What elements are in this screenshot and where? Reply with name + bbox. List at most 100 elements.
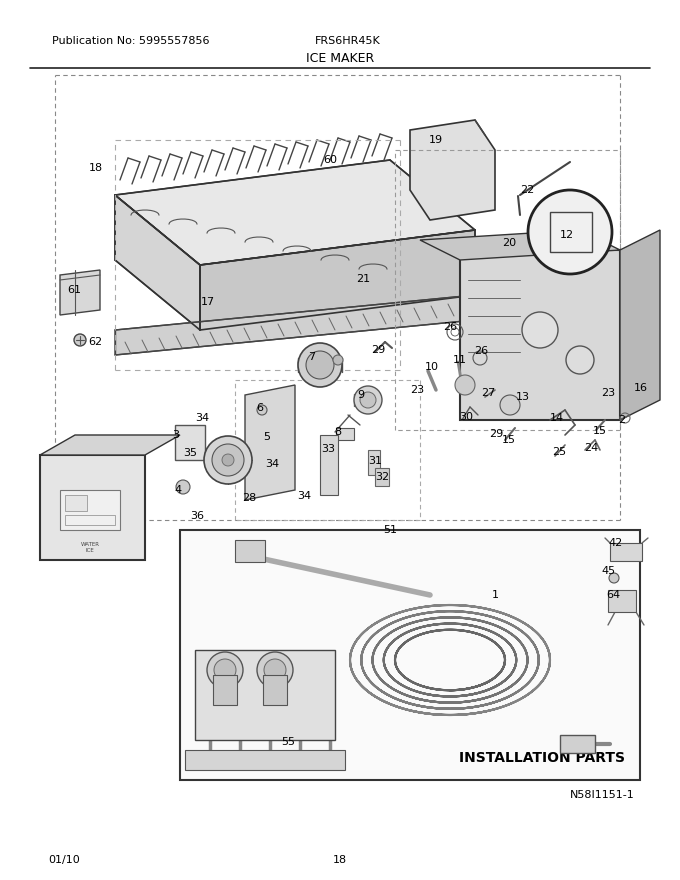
Text: FRS6HR45K: FRS6HR45K	[315, 36, 381, 46]
Text: 24: 24	[584, 443, 598, 453]
Circle shape	[222, 454, 234, 466]
Circle shape	[207, 652, 243, 688]
Circle shape	[360, 392, 376, 408]
Polygon shape	[40, 455, 145, 560]
Text: 45: 45	[601, 566, 615, 576]
Circle shape	[333, 355, 343, 365]
Polygon shape	[620, 230, 660, 420]
Polygon shape	[115, 295, 475, 355]
Circle shape	[354, 386, 382, 414]
Text: 62: 62	[88, 337, 102, 347]
Text: 4: 4	[175, 485, 182, 495]
Text: 11: 11	[453, 355, 467, 365]
Bar	[320, 435, 338, 495]
Polygon shape	[40, 435, 180, 455]
Text: 21: 21	[356, 274, 370, 284]
Text: 55: 55	[281, 737, 295, 747]
Bar	[175, 425, 205, 460]
Text: 23: 23	[410, 385, 424, 395]
Circle shape	[264, 659, 286, 681]
Text: 1: 1	[492, 590, 498, 600]
Circle shape	[306, 351, 334, 379]
Text: 22: 22	[520, 185, 534, 195]
Circle shape	[298, 343, 342, 387]
Text: 7: 7	[309, 352, 316, 362]
Bar	[65, 515, 115, 525]
Text: 5: 5	[264, 432, 271, 442]
Bar	[550, 212, 592, 252]
Polygon shape	[60, 270, 100, 315]
Bar	[60, 490, 120, 530]
Text: INSTALLATION PARTS: INSTALLATION PARTS	[459, 751, 625, 765]
Text: 31: 31	[368, 456, 382, 466]
Text: 3: 3	[173, 430, 180, 440]
Text: 15: 15	[593, 426, 607, 436]
Text: 60: 60	[323, 155, 337, 165]
Circle shape	[176, 480, 190, 494]
Text: 17: 17	[201, 297, 215, 307]
Text: 29: 29	[489, 429, 503, 439]
Text: 32: 32	[375, 472, 389, 482]
Text: 34: 34	[195, 413, 209, 423]
Polygon shape	[460, 250, 620, 420]
Circle shape	[257, 652, 293, 688]
Text: 34: 34	[297, 491, 311, 501]
Circle shape	[522, 312, 558, 348]
Text: 19: 19	[429, 135, 443, 145]
Circle shape	[566, 346, 594, 374]
Text: N58I1151-1: N58I1151-1	[571, 790, 635, 800]
Text: Publication No: 5995557856: Publication No: 5995557856	[52, 36, 209, 46]
Polygon shape	[245, 385, 295, 500]
Text: 26: 26	[443, 322, 457, 332]
Bar	[368, 450, 380, 475]
Text: 64: 64	[606, 590, 620, 600]
Circle shape	[500, 395, 520, 415]
Circle shape	[214, 659, 236, 681]
Circle shape	[74, 334, 86, 346]
Text: 34: 34	[265, 459, 279, 469]
Circle shape	[528, 190, 612, 274]
Text: 33: 33	[321, 444, 335, 454]
Text: 14: 14	[550, 413, 564, 423]
Polygon shape	[115, 195, 200, 330]
Text: 28: 28	[242, 493, 256, 503]
Text: 13: 13	[516, 392, 530, 402]
Bar	[235, 540, 265, 562]
Text: 35: 35	[183, 448, 197, 458]
Bar	[213, 675, 237, 705]
Text: 18: 18	[89, 163, 103, 173]
Polygon shape	[115, 160, 475, 265]
Bar	[608, 590, 636, 612]
Circle shape	[257, 405, 267, 415]
Bar	[375, 468, 389, 486]
Text: 51: 51	[383, 525, 397, 535]
Text: 26: 26	[474, 346, 488, 356]
Text: ICE MAKER: ICE MAKER	[306, 52, 374, 65]
Text: 25: 25	[552, 447, 566, 457]
Circle shape	[455, 375, 475, 395]
Text: 12: 12	[560, 230, 574, 240]
Bar	[610, 543, 642, 561]
Text: 01/10: 01/10	[48, 855, 80, 865]
Bar	[336, 428, 354, 440]
Circle shape	[212, 444, 244, 476]
Text: 9: 9	[358, 390, 364, 400]
Text: 36: 36	[190, 511, 204, 521]
Text: 23: 23	[601, 388, 615, 398]
Bar	[560, 735, 595, 753]
Text: 42: 42	[609, 538, 623, 548]
Bar	[263, 675, 287, 705]
Text: 29: 29	[371, 345, 385, 355]
Text: 2: 2	[618, 415, 626, 425]
Text: 30: 30	[459, 412, 473, 422]
Polygon shape	[420, 230, 620, 260]
Bar	[185, 750, 345, 770]
Circle shape	[204, 436, 252, 484]
Text: 16: 16	[634, 383, 648, 393]
Text: 6: 6	[256, 403, 264, 413]
Text: 61: 61	[67, 285, 81, 295]
Text: 15: 15	[502, 435, 516, 445]
Bar	[65, 495, 87, 511]
Text: 18: 18	[333, 855, 347, 865]
Text: 10: 10	[425, 362, 439, 372]
